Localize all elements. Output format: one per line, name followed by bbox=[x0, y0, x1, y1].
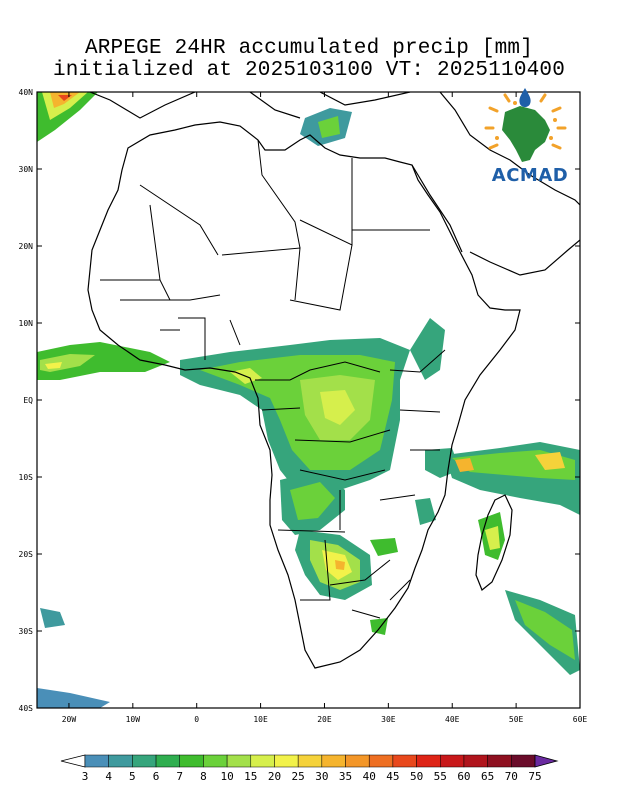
colorbar-labels: 3 4 5 6 7 8 10 15 20 25 30 35 40 45 50 55 60 65 70 75 bbox=[82, 770, 542, 783]
lat-label: 40N bbox=[19, 88, 34, 97]
colorbar-swatch bbox=[416, 754, 441, 768]
colorbar-swatch bbox=[297, 754, 323, 768]
title-line-1: ARPEGE 24HR accumulated precip [mm] bbox=[84, 37, 534, 60]
madagascar-coastline bbox=[475, 494, 513, 591]
lon-label: 50E bbox=[509, 715, 524, 724]
colorbar-swatch bbox=[132, 754, 157, 768]
colorbar-label: 60 bbox=[457, 770, 470, 783]
border-west-africa bbox=[100, 279, 241, 360]
colorbar-label: 3 bbox=[82, 770, 89, 783]
lat-label: 10N bbox=[19, 319, 34, 328]
colorbar-label: 30 bbox=[315, 770, 328, 783]
lat-label: 20N bbox=[19, 242, 34, 251]
colorbar-swatch bbox=[179, 754, 204, 768]
colorbar-label: 6 bbox=[153, 770, 160, 783]
colorbar-swatch bbox=[203, 754, 228, 768]
lon-label: 30E bbox=[381, 715, 396, 724]
logo-water-drop-icon bbox=[519, 88, 531, 107]
colorbar-label: 25 bbox=[292, 770, 305, 783]
arabian-peninsula-coastline bbox=[439, 92, 580, 276]
acmad-logo-text: ACMAD bbox=[491, 165, 569, 186]
lon-label: 40E bbox=[445, 715, 460, 724]
lat-label: 30S bbox=[19, 627, 34, 636]
colorbar-swatch bbox=[108, 754, 133, 768]
colorbar-swatch bbox=[368, 754, 394, 768]
colorbar-label: 5 bbox=[129, 770, 136, 783]
coastlines bbox=[87, 92, 580, 669]
precip-region-northwest bbox=[37, 92, 98, 142]
precip-region-mediterranean bbox=[300, 108, 352, 146]
colorbar bbox=[60, 754, 559, 768]
europe-coastline bbox=[89, 92, 411, 119]
lat-label: 20S bbox=[19, 550, 34, 559]
lat-label: 40S bbox=[19, 704, 34, 713]
colorbar-label: 20 bbox=[268, 770, 281, 783]
lat-label: EQ bbox=[23, 396, 33, 405]
lat-label: 30N bbox=[19, 165, 34, 174]
colorbar-label: 50 bbox=[410, 770, 423, 783]
colorbar-label: 40 bbox=[363, 770, 376, 783]
colorbar-label: 45 bbox=[386, 770, 399, 783]
precip-region-south-atlantic bbox=[37, 608, 110, 708]
lon-label: 20W bbox=[62, 715, 77, 724]
colorbar-swatch bbox=[463, 754, 488, 768]
latitude-labels: 40N 30N 20N 10N EQ 10S 20S 30S 40S bbox=[19, 88, 34, 713]
colorbar-label: 10 bbox=[220, 770, 233, 783]
chart-title: ARPEGE 24HR accumulated precip [mm] init… bbox=[0, 38, 618, 82]
colorbar-swatch bbox=[274, 754, 299, 768]
axis-ticks bbox=[37, 91, 581, 709]
precip-region-west-africa-coast bbox=[37, 342, 170, 380]
lon-label: 10W bbox=[126, 715, 141, 724]
colorbar-label: 55 bbox=[434, 770, 447, 783]
logo-sun-rays bbox=[484, 90, 567, 150]
colorbar-label: 35 bbox=[339, 770, 352, 783]
colorbar-swatch bbox=[155, 754, 180, 768]
colorbar-swatch bbox=[440, 754, 465, 768]
colorbar-under-triangle bbox=[60, 754, 86, 768]
precip-fields bbox=[37, 92, 580, 708]
border-southern-africa bbox=[300, 539, 411, 619]
colorbar-swatch bbox=[392, 754, 417, 768]
africa-coastline bbox=[87, 121, 521, 669]
precip-region-indian-ocean bbox=[445, 442, 580, 675]
colorbar-swatch bbox=[345, 754, 370, 768]
acmad-logo bbox=[484, 88, 567, 162]
logo-sun-dots bbox=[495, 101, 557, 140]
lon-label: 0 bbox=[194, 715, 199, 724]
border-north-africa bbox=[139, 139, 430, 311]
precip-region-east-africa bbox=[410, 318, 460, 525]
colorbar-label: 7 bbox=[176, 770, 183, 783]
colorbar-label: 65 bbox=[481, 770, 494, 783]
colorbar-swatch bbox=[487, 754, 512, 768]
lon-label: 60E bbox=[573, 715, 588, 724]
colorbar-swatch bbox=[84, 754, 109, 768]
colorbar-swatch bbox=[250, 754, 275, 768]
colorbar-label: 8 bbox=[200, 770, 207, 783]
colorbar-swatch bbox=[226, 754, 252, 768]
colorbar-label: 4 bbox=[105, 770, 112, 783]
lat-label: 10S bbox=[19, 473, 34, 482]
title-line-2: initialized at 2025103100 VT: 2025110400 bbox=[52, 59, 566, 82]
logo-africa-shape bbox=[502, 106, 550, 162]
lon-label: 20E bbox=[317, 715, 332, 724]
border-central-africa bbox=[255, 361, 391, 533]
colorbar-swatch bbox=[511, 754, 536, 768]
colorbar-swatch bbox=[321, 754, 346, 768]
longitude-labels: 20W 10W 0 10E 20E 30E 40E 50E 60E bbox=[62, 715, 588, 724]
precip-region-southern-africa bbox=[280, 470, 398, 635]
lon-label: 10E bbox=[253, 715, 268, 724]
colorbar-label: 75 bbox=[528, 770, 541, 783]
country-borders bbox=[100, 139, 446, 619]
border-east-africa bbox=[379, 349, 446, 501]
precip-region-central-africa bbox=[180, 338, 410, 495]
red-sea-coastline bbox=[411, 164, 463, 253]
colorbar-over-triangle bbox=[534, 754, 559, 768]
colorbar-label: 70 bbox=[505, 770, 518, 783]
colorbar-label: 15 bbox=[244, 770, 257, 783]
